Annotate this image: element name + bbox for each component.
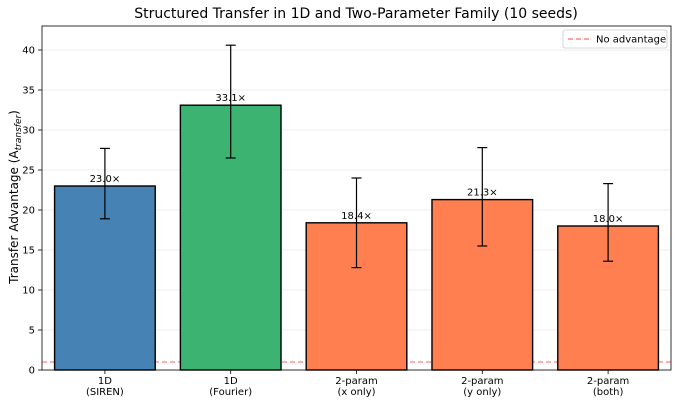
data-label-2: 18.4× bbox=[341, 211, 372, 222]
x-tick-label-0-line1: 1D bbox=[98, 376, 112, 387]
bar-2 bbox=[305, 222, 408, 371]
x-tick-label-3-line1: 2-param bbox=[461, 376, 503, 387]
y-tick-label-0: 0 bbox=[29, 366, 35, 377]
x-tick-label-2-line1: 2-param bbox=[335, 376, 377, 387]
y-axis-ticks: 0 5 10 15 20 25 30 35 40 bbox=[22, 46, 42, 377]
y-tick-label-10: 10 bbox=[22, 286, 35, 297]
y-axis-label: Transfer Advantage (Atransfer) bbox=[7, 110, 24, 285]
x-tick-label-0-line2: (SIREN) bbox=[86, 387, 124, 398]
legend-box bbox=[562, 29, 668, 49]
legend: No advantage bbox=[562, 29, 668, 49]
x-tick-label-1-line1: 1D bbox=[224, 376, 238, 387]
chart-title: Structured Transfer in 1D and Two-Parame… bbox=[134, 6, 578, 22]
x-tick-label-4-line1: 2-param bbox=[587, 376, 629, 387]
x-tick-label-4-line2: (both) bbox=[593, 387, 624, 398]
y-axis-label-end: ) bbox=[7, 110, 21, 115]
x-tick-label-1-line2: (Fourier) bbox=[209, 387, 252, 398]
data-label-0: 23.0× bbox=[90, 174, 121, 185]
y-tick-label-20: 20 bbox=[22, 206, 35, 217]
x-axis-ticks: 1D(SIREN)1D(Fourier)2-param(x only)2-par… bbox=[86, 370, 629, 398]
y-axis-label-subscript: transfer bbox=[14, 114, 24, 151]
y-tick-label-40: 40 bbox=[22, 46, 35, 57]
data-label-4: 18.0× bbox=[593, 214, 624, 225]
data-label-3: 21.3× bbox=[467, 188, 498, 199]
error-bars bbox=[99, 44, 614, 269]
data-label-1: 33.1× bbox=[215, 93, 246, 104]
y-axis-label-main: Transfer Advantage (A bbox=[7, 150, 21, 285]
y-tick-label-35: 35 bbox=[22, 86, 35, 97]
y-tick-label-30: 30 bbox=[22, 126, 35, 137]
y-tick-label-15: 15 bbox=[22, 246, 35, 257]
x-tick-label-3-line2: (y only) bbox=[463, 387, 501, 398]
y-tick-label-5: 5 bbox=[29, 326, 35, 337]
y-tick-label-25: 25 bbox=[22, 166, 35, 177]
x-tick-label-2-line2: (x only) bbox=[337, 387, 375, 398]
data-labels: 23.0× 33.1× 18.4× 21.3× 18.0× bbox=[90, 93, 624, 225]
legend-label-no-advantage: No advantage bbox=[596, 35, 666, 46]
plot-frame bbox=[41, 25, 672, 371]
